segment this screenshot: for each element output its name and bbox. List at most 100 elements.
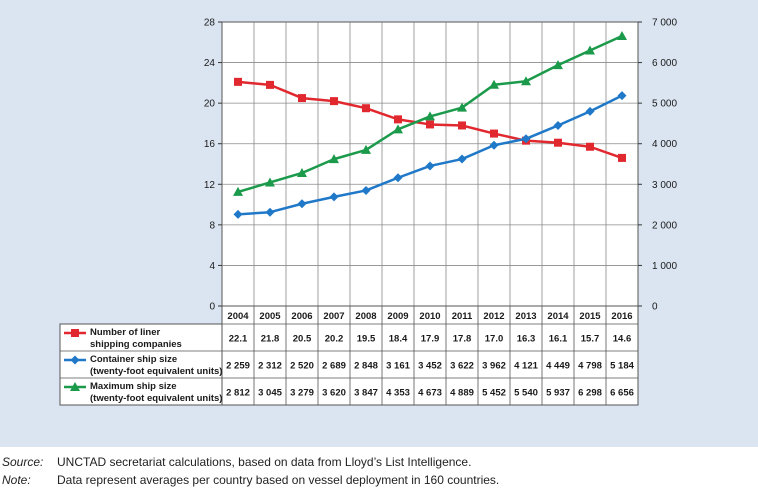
data-point [553,60,563,70]
table-cell-value: 6 656 [610,388,634,399]
table-cell-value: 3 622 [450,361,474,372]
table-cell-value: 2 689 [322,361,346,372]
right-tick-label: 0 [652,302,658,313]
data-point [265,207,275,217]
legend-label: shipping companies [90,339,182,350]
x-tick-label: 2015 [579,311,601,322]
data-point [266,80,274,89]
table-cell-value: 4 889 [450,388,474,399]
left-tick-label: 0 [209,302,215,313]
table-cell-value: 2 812 [226,388,250,399]
legend-label: Maximum ship size [90,381,177,392]
table-cell-value: 14.6 [613,334,632,345]
data-point [329,154,339,164]
data-point [394,115,402,124]
source-label: Source: [2,455,44,469]
table-cell-value: 3 847 [354,388,378,399]
data-point [618,153,626,162]
data-point [425,111,435,121]
data-point [425,161,435,171]
data-table [221,305,639,406]
table-cell-value: 5 184 [610,361,634,372]
data-point [521,76,531,86]
legend-marker [70,355,80,365]
table-cell-value: 16.3 [517,334,536,345]
right-tick-label: 2 000 [652,220,677,231]
left-tick-label: 12 [204,180,216,191]
x-tick-label: 2012 [483,311,504,322]
table-cell-value: 17.8 [453,334,472,345]
right-tick-label: 1 000 [652,261,677,272]
table-cell-value: 4 449 [546,361,570,372]
data-point [265,177,275,187]
data-point [617,30,627,40]
table-cell-value: 4 353 [386,388,410,399]
table-cell-value: 3 161 [386,361,410,372]
table-cell-value: 17.9 [421,334,440,345]
source-text: UNCTAD secretariat calculations, based o… [57,455,472,469]
data-point [586,142,594,151]
data-point [298,94,306,103]
legend-label: Number of liner [90,327,161,338]
data-point [234,77,242,86]
x-tick-label: 2004 [227,311,249,322]
data-point [426,120,434,129]
legend-label: (twenty-foot equivalent units) [90,393,222,404]
x-tick-label: 2008 [355,311,376,322]
data-point [330,97,338,106]
data-point [233,186,243,196]
x-tick-label: 2016 [611,311,632,322]
legend-marker [71,329,79,337]
table-cell-value: 22.1 [229,334,248,345]
table-cell-value: 16.1 [549,334,568,345]
data-point [617,91,627,101]
right-tick-label: 3 000 [652,180,677,191]
table-cell-value: 20.2 [325,334,344,345]
table-cell-value: 3 452 [418,361,442,372]
table-cell-value: 2 848 [354,361,378,372]
data-point [585,106,595,116]
legend-label: (twenty-foot equivalent units) [90,366,222,377]
left-tick-label: 16 [204,139,216,150]
data-point [554,138,562,147]
x-tick-label: 2014 [547,311,569,322]
data-point [297,167,307,177]
data-point [361,144,371,154]
table-cell-value: 17.0 [485,334,504,345]
data-table-legend [59,323,223,406]
x-tick-label: 2011 [452,311,473,322]
data-point [521,134,531,144]
right-tick-label: 7 000 [652,18,677,29]
data-point [233,209,243,219]
data-point [297,199,307,209]
table-cell-value: 20.5 [293,334,312,345]
table-cell-value: 5 937 [546,388,570,399]
data-point [490,129,498,138]
left-tick-label: 28 [204,18,216,29]
left-tick-label: 24 [204,58,216,69]
data-point [362,104,370,113]
table-cell-value: 4 673 [418,388,442,399]
table-cell-value: 15.7 [581,334,600,345]
table-cell-value: 21.8 [261,334,280,345]
right-tick-label: 5 000 [652,99,677,110]
table-cell-value: 2 259 [226,361,250,372]
x-tick-label: 2006 [291,311,312,322]
table-cell-value: 3 279 [290,388,314,399]
table-cell-value: 4 798 [578,361,602,372]
data-point [361,185,371,195]
chart: 0 4 8 12 16 20 24 28 0 1 000 2 000 3 000 4 000 5 000 6… [59,18,677,406]
table-cell-value: 19.5 [357,334,376,345]
right-tick-label: 4 000 [652,139,677,150]
left-tick-label: 20 [204,99,216,110]
left-tick-label: 4 [209,261,215,272]
data-point [489,79,499,89]
table-cell-value: 2 312 [258,361,282,372]
data-point [393,124,403,134]
data-point [489,140,499,150]
table-cell-value: 5 452 [482,388,506,399]
data-point [329,192,339,202]
table-cell-value: 6 298 [578,388,602,399]
x-tick-label: 2010 [419,311,440,322]
right-tick-label: 6 000 [652,58,677,69]
